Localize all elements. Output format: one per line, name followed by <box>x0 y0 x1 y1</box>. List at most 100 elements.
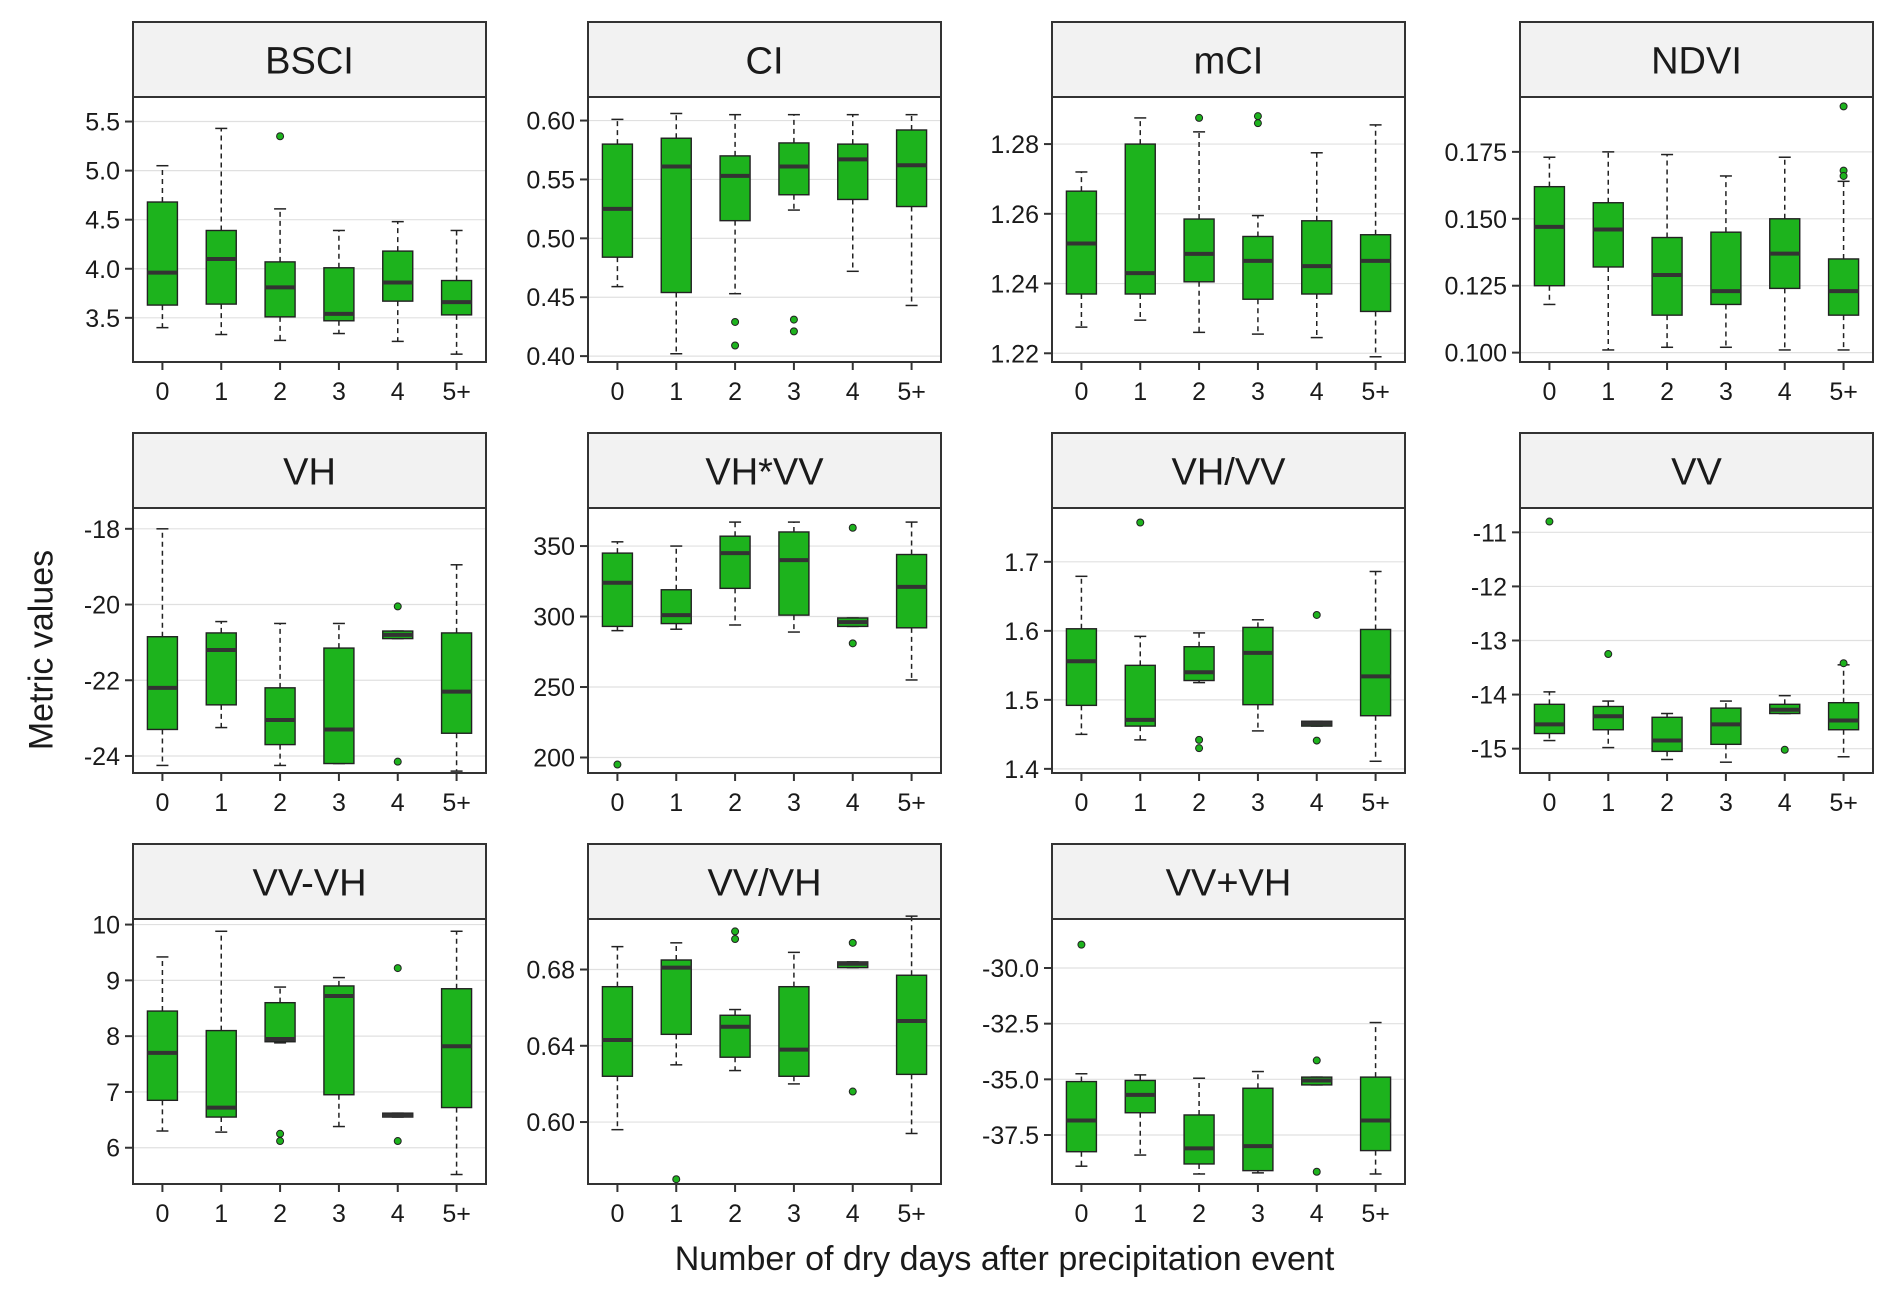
box-iqr <box>719 1014 751 1058</box>
facet-title: BSCI <box>265 41 354 83</box>
facet-panel-vh: VH -24 -22 -20 -18 0 1 2 3 4 5+ <box>84 432 487 817</box>
box-iqr <box>1065 628 1098 707</box>
outlier-point <box>1839 659 1848 668</box>
outlier-point <box>848 938 857 947</box>
facet-panel-vv-vh: VV-VH 6 7 8 9 10 0 1 2 3 4 5+ <box>92 843 487 1228</box>
x-tick-label: 4 <box>846 378 860 406</box>
outlier-point <box>1780 745 1789 754</box>
outlier-point <box>1604 650 1613 659</box>
facet-strip <box>587 843 942 920</box>
box-iqr <box>895 129 928 208</box>
y-tick-label: -35.0 <box>982 1066 1039 1094</box>
plot-area <box>133 919 486 1184</box>
x-tick-label: 1 <box>214 789 228 817</box>
facet-title: NDVI <box>1651 41 1742 83</box>
y-tick-label: 0.45 <box>526 284 575 312</box>
x-tick-label: 3 <box>1251 1200 1265 1228</box>
y-tick-label: 1.28 <box>990 131 1039 159</box>
box-iqr <box>146 636 179 731</box>
outlier-point <box>848 639 857 648</box>
box-iqr <box>895 974 928 1076</box>
facet-title: CI <box>746 41 784 83</box>
y-tick-label: 250 <box>533 674 575 702</box>
y-tick-label: -15 <box>1471 736 1507 764</box>
plot-area <box>133 97 486 362</box>
outlier-point <box>1253 119 1262 128</box>
plot-area <box>133 508 486 773</box>
x-tick-label: 3 <box>332 378 346 406</box>
y-tick-label: 1.22 <box>990 340 1039 368</box>
x-tick-label: 0 <box>610 378 624 406</box>
x-tick-label: 2 <box>728 378 742 406</box>
box-iqr <box>660 959 692 1036</box>
box-iqr <box>1124 143 1156 295</box>
box-iqr <box>1533 185 1566 287</box>
x-tick-label: 5+ <box>897 1200 926 1228</box>
plot-border <box>132 918 487 1185</box>
facet-strip <box>587 21 942 98</box>
y-tick-label: 0.60 <box>526 108 575 136</box>
facet-title: VV-VH <box>252 863 366 905</box>
plot-area <box>1052 508 1405 773</box>
x-tick-label: 4 <box>1778 789 1792 817</box>
facet-title: VH/VV <box>1171 452 1286 494</box>
box-iqr <box>1183 218 1215 283</box>
x-tick-label: 4 <box>1778 378 1792 406</box>
plot-area <box>1052 919 1405 1184</box>
box-iqr <box>895 553 928 629</box>
x-tick-label: 2 <box>1660 378 1674 406</box>
y-tick-label: 0.125 <box>1444 273 1507 301</box>
y-tick-label: 1.5 <box>1004 687 1039 715</box>
x-tick-label: 1 <box>214 1200 228 1228</box>
outlier-point <box>393 964 402 973</box>
x-tick-label: 2 <box>728 1200 742 1228</box>
box-iqr <box>778 142 810 196</box>
x-tick-label: 4 <box>391 378 405 406</box>
x-tick-label: 5+ <box>1829 789 1858 817</box>
x-tick-label: 3 <box>1719 789 1733 817</box>
x-tick-label: 3 <box>1251 789 1265 817</box>
x-tick-label: 4 <box>1310 1200 1324 1228</box>
y-tick-label: -18 <box>84 516 120 544</box>
x-tick-label: 2 <box>1660 789 1674 817</box>
facet-panel-vh-vv: VH/VV 1.4 1.5 1.6 1.7 0 1 2 3 4 5+ <box>1004 432 1406 817</box>
plot-border <box>1051 918 1406 1185</box>
facet-panel-vv-vh: VV/VH 0.60 0.64 0.68 0 1 2 3 4 5+ <box>526 843 942 1228</box>
x-tick-label: 5+ <box>442 789 471 817</box>
x-tick-label: 0 <box>1542 789 1556 817</box>
x-tick-label: 1 <box>1133 378 1147 406</box>
y-tick-label: -24 <box>84 743 120 771</box>
plot-border <box>587 96 942 363</box>
x-tick-label: 0 <box>155 1200 169 1228</box>
y-tick-label: 1.6 <box>1004 618 1039 646</box>
y-tick-label: 0.60 <box>526 1109 575 1137</box>
facet-strip <box>1051 843 1406 920</box>
facet-panel-ndvi: NDVI 0.100 0.125 0.150 0.175 0 1 2 3 4 5+ <box>1444 21 1874 406</box>
y-tick-label: 350 <box>533 533 575 561</box>
outlier-point <box>613 760 622 769</box>
box-iqr <box>1242 235 1274 300</box>
y-tick-label: 7 <box>106 1079 120 1107</box>
outlier-point <box>1253 112 1262 121</box>
outlier-point <box>731 317 740 326</box>
box-iqr <box>719 155 751 222</box>
y-tick-label: 1.24 <box>990 271 1039 299</box>
box-iqr <box>440 632 473 734</box>
plot-border <box>1051 507 1406 774</box>
plot-border <box>1051 96 1406 363</box>
plot-border <box>132 507 487 774</box>
outlier-point <box>1195 113 1204 122</box>
box-iqr <box>1533 703 1566 735</box>
x-tick-label: 4 <box>846 789 860 817</box>
box-iqr <box>1183 1114 1215 1165</box>
facet-strip <box>1051 432 1406 509</box>
y-tick-label: 0.68 <box>526 957 575 985</box>
x-tick-label: 3 <box>787 1200 801 1228</box>
outlier-point <box>393 757 402 766</box>
outlier-point <box>393 1137 402 1146</box>
plot-border <box>1519 507 1874 774</box>
y-tick-label: 5.5 <box>85 109 120 137</box>
facet-strip <box>587 432 942 509</box>
outlier-point <box>789 315 798 324</box>
outlier-point <box>393 602 402 611</box>
